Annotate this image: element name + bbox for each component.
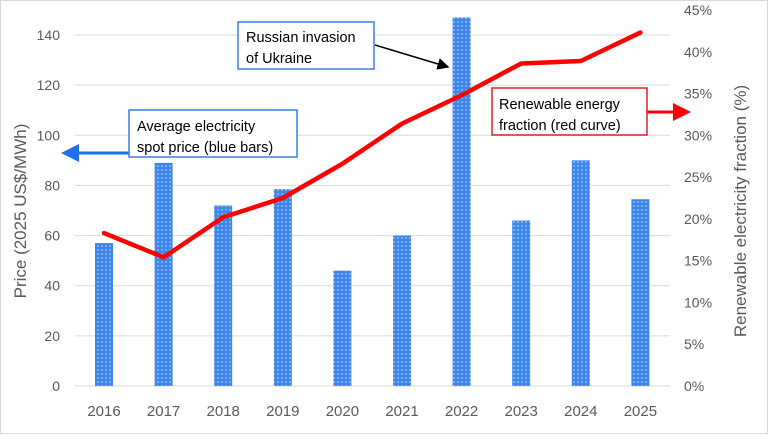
- y-tick-label-right: 35%: [684, 86, 712, 102]
- x-tick-label: 2021: [385, 403, 418, 420]
- x-tick-label: 2023: [505, 403, 538, 420]
- y-axis-title-left: Price (2025 US$/MWh): [11, 124, 30, 299]
- x-tick-label: 2016: [87, 403, 120, 420]
- bar-2022: [453, 17, 471, 386]
- annotation-renewable-line1: Renewable energy: [499, 97, 621, 113]
- y-tick-label-right: 25%: [684, 169, 712, 185]
- y-tick-label-right: 40%: [684, 44, 712, 60]
- y-tick-label-right: 0%: [684, 378, 704, 394]
- y-tick-label-left: 100: [37, 127, 61, 143]
- bar-2019: [274, 189, 292, 386]
- bar-2023: [512, 221, 530, 386]
- bar-2017: [155, 163, 173, 386]
- y-tick-label-right: 15%: [684, 253, 712, 269]
- bar-2024: [572, 160, 590, 386]
- bar-2018: [214, 205, 232, 386]
- y-tick-label-left: 40: [44, 278, 60, 294]
- annotation-invasion-line1: Russian invasion: [246, 30, 356, 46]
- y-tick-label-left: 140: [37, 27, 61, 43]
- x-tick-label: 2024: [564, 403, 597, 420]
- x-tick-label: 2022: [445, 403, 478, 420]
- x-tick-label: 2019: [266, 403, 299, 420]
- y-tick-label-right: 20%: [684, 211, 712, 227]
- y-tick-label-left: 60: [44, 228, 60, 244]
- bar-2020: [333, 271, 351, 386]
- x-tick-label: 2018: [207, 403, 240, 420]
- y-tick-label-right: 5%: [684, 336, 704, 352]
- y-tick-label-right: 30%: [684, 127, 712, 143]
- y-tick-label-left: 0: [52, 378, 60, 394]
- annotation-price-line1: Average electricity: [137, 119, 256, 135]
- y-tick-label-left: 20: [44, 328, 60, 344]
- annotation-invasion-line2: of Ukraine: [246, 51, 312, 67]
- y-tick-label-right: 10%: [684, 294, 712, 310]
- x-tick-label: 2020: [326, 403, 359, 420]
- annotation-price-line2: spot price (blue bars): [137, 140, 273, 156]
- y-tick-label-left: 120: [37, 77, 61, 93]
- y-tick-label-right: 45%: [684, 2, 712, 18]
- annotation-renewable-line2: fraction (red curve): [499, 118, 621, 134]
- bar-2016: [95, 243, 113, 386]
- x-tick-label: 2017: [147, 403, 180, 420]
- y-tick-label-left: 80: [44, 177, 60, 193]
- bar-2021: [393, 236, 411, 386]
- bar-2025: [631, 199, 649, 386]
- x-tick-label: 2025: [624, 403, 657, 420]
- y-axis-title-right: Renewable electricity fraction (%): [731, 85, 750, 337]
